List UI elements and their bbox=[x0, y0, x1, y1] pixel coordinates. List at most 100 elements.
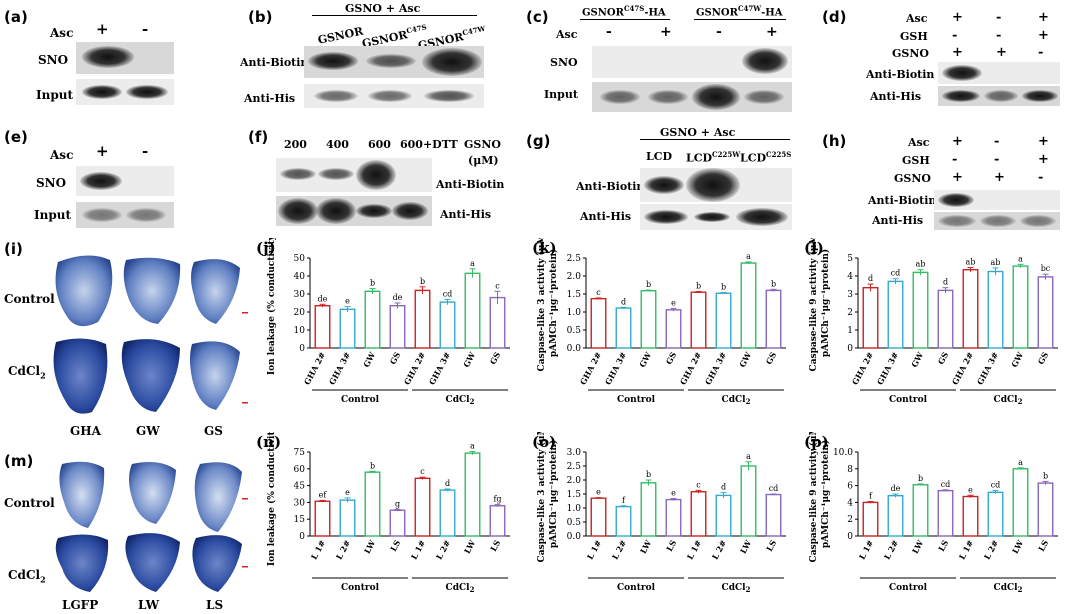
panel-label: (k) bbox=[532, 239, 557, 257]
significance-letter: cd bbox=[941, 480, 951, 489]
x-tick-label: GHA 2# bbox=[950, 350, 976, 386]
significance-letter: ab bbox=[966, 258, 976, 267]
x-tick-label: L 1# bbox=[857, 538, 876, 561]
y-axis-label: pAMCh⁻¹μg⁻¹protein) bbox=[548, 249, 559, 357]
x-tick-label: LS bbox=[1036, 538, 1050, 553]
y-tick-label: 1.5 bbox=[567, 490, 582, 500]
x-tick-label: GHA 3# bbox=[427, 350, 453, 386]
sno-blot bbox=[76, 166, 174, 196]
y-axis-label: pAMCh⁻¹μg⁻¹protein) bbox=[820, 440, 831, 548]
bar bbox=[640, 482, 657, 537]
significance-letter: b bbox=[646, 470, 651, 479]
y-tick-label: 20 bbox=[294, 308, 306, 318]
y-tick-label: 2 bbox=[847, 515, 853, 525]
significance-letter: e bbox=[596, 488, 601, 497]
x-tick-label: L 2# bbox=[982, 538, 1001, 561]
x-tick-label: L 2# bbox=[710, 538, 729, 561]
x-tick-label: LW bbox=[462, 537, 478, 555]
x-tick-label: GW bbox=[737, 349, 754, 369]
group-label: CdCl2 bbox=[446, 583, 475, 594]
significance-letter: ab bbox=[916, 260, 926, 269]
y-tick-label: 0.0 bbox=[567, 344, 582, 354]
bar bbox=[414, 477, 431, 537]
y-tick-label: 1.0 bbox=[567, 308, 582, 318]
panel-label: (e) bbox=[4, 128, 28, 146]
sign: - bbox=[142, 20, 149, 38]
significance-letter: b bbox=[646, 280, 651, 289]
biotin-blot bbox=[640, 168, 792, 202]
y-tick-label: 30 bbox=[294, 290, 306, 300]
x-tick-label: GS bbox=[388, 350, 403, 366]
significance-letter: b bbox=[1043, 471, 1048, 480]
group-label: Control bbox=[617, 583, 656, 593]
sign: + bbox=[766, 24, 778, 40]
x-tick-label: GHA 3# bbox=[703, 350, 729, 386]
significance-letter: bc bbox=[1041, 264, 1051, 273]
x-tick-label: LW bbox=[738, 537, 754, 555]
significance-letter: a bbox=[1018, 254, 1023, 263]
biotin-blot bbox=[304, 46, 484, 78]
x-tick-label: L 1# bbox=[309, 538, 328, 561]
chart-k: (k)Caspase-like 3 activity (μM pAMCh⁻¹μg⁻… bbox=[532, 238, 786, 406]
significance-letter: d bbox=[868, 274, 873, 283]
significance-letter: a bbox=[1018, 458, 1023, 467]
bar bbox=[464, 272, 481, 349]
his-blot bbox=[938, 86, 1060, 106]
x-tick-label: GHA 2# bbox=[402, 350, 428, 386]
biotin-blot bbox=[276, 158, 432, 192]
bar bbox=[314, 304, 331, 349]
y-tick-label: 0 bbox=[299, 532, 305, 542]
significance-letter: c bbox=[696, 480, 701, 489]
significance-letter: cd bbox=[769, 484, 779, 493]
y-tick-label: 2.0 bbox=[567, 272, 582, 282]
x-tick-label: GHA 3# bbox=[875, 350, 901, 386]
significance-letter: c bbox=[596, 288, 601, 297]
sno-blot bbox=[592, 46, 792, 78]
y-tick-label: 4 bbox=[847, 498, 853, 508]
significance-letter: ef bbox=[319, 490, 328, 499]
row-label: Anti-Biotin bbox=[240, 56, 309, 69]
significance-letter: ab bbox=[991, 258, 1001, 267]
bar bbox=[389, 304, 406, 349]
bar bbox=[937, 489, 954, 537]
x-tick-label: GW bbox=[461, 349, 478, 369]
y-tick-label: 3 bbox=[847, 290, 853, 300]
panel-label: (f) bbox=[248, 128, 269, 146]
y-tick-label: 0.5 bbox=[567, 326, 582, 336]
panel-label: (g) bbox=[526, 132, 551, 150]
panel-label: (m) bbox=[4, 452, 34, 470]
bar bbox=[962, 495, 979, 537]
input-blot bbox=[592, 82, 792, 112]
sno-label: SNO bbox=[38, 53, 69, 67]
leaf-cdcl2 bbox=[53, 338, 240, 414]
chart-o: (o)Caspase-like 3 activity (μM pAMCh⁻¹μg⁻… bbox=[532, 432, 786, 594]
bar bbox=[489, 505, 506, 537]
significance-letter: e bbox=[345, 488, 350, 497]
panel-label: (a) bbox=[4, 8, 28, 26]
y-tick-label: 2 bbox=[847, 308, 853, 318]
y-tick-label: 30 bbox=[294, 498, 306, 508]
bar bbox=[765, 289, 782, 349]
leaf-control bbox=[55, 255, 240, 327]
x-tick-label: L 1# bbox=[409, 538, 428, 561]
chart-n: (n)Ion leakage (% conductivity) 0 15 30 45 60… bbox=[256, 432, 510, 594]
x-tick-label: LS bbox=[664, 538, 678, 553]
sno-blot bbox=[76, 42, 174, 74]
bar bbox=[765, 493, 782, 537]
bar bbox=[912, 484, 929, 537]
bar bbox=[339, 499, 356, 537]
bar bbox=[715, 292, 732, 349]
input-blot bbox=[76, 79, 174, 105]
row-label: Anti-His bbox=[244, 92, 296, 105]
x-tick-label: GS bbox=[764, 350, 779, 366]
bar bbox=[1037, 276, 1054, 349]
y-tick-label: 15 bbox=[294, 515, 306, 525]
bar bbox=[314, 500, 331, 537]
significance-letter: cd bbox=[991, 481, 1001, 490]
significance-letter: cd bbox=[891, 269, 901, 278]
his-blot bbox=[304, 84, 484, 108]
input-blot bbox=[76, 202, 174, 228]
y-axis-label: pAMCh⁻¹μg⁻¹protein) bbox=[548, 440, 559, 548]
significance-letter: e bbox=[968, 485, 973, 494]
group-label: Control bbox=[341, 395, 380, 405]
